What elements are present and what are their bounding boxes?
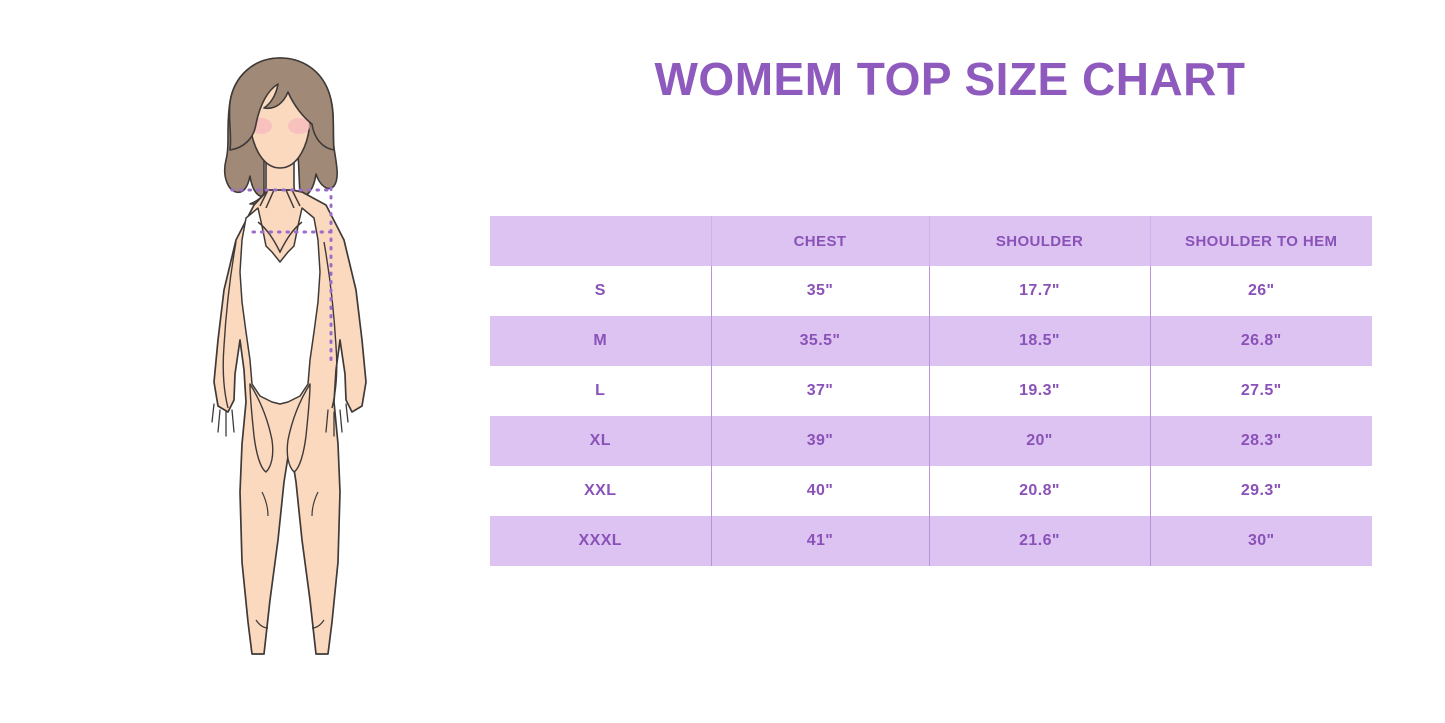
- shoulder-to-hem-cell: 29.3": [1149, 466, 1372, 516]
- size-cell: S: [490, 266, 711, 316]
- shoulder-cell: 19.3": [928, 366, 1150, 416]
- column-header-shoulder: SHOULDER: [928, 216, 1150, 266]
- hand-left: [211, 403, 235, 437]
- shoulder-cell: 18.5": [928, 316, 1150, 366]
- chest-cell: 40": [710, 466, 929, 516]
- table-row: XL 39" 20" 28.3": [490, 416, 1372, 466]
- shoulder-to-hem-cell: 26.8": [1149, 316, 1372, 366]
- size-cell: XL: [490, 416, 711, 466]
- hair-front: [228, 57, 335, 151]
- table-body: S 35" 17.7" 26" M 35.5" 18.5" 26.8" L 37" 19.3" 27.…: [490, 266, 1372, 566]
- page-title: WOMEM TOP SIZE CHART: [654, 53, 1246, 105]
- size-chart-table-container: CHEST SHOULDER SHOULDER TO HEM S 35" 17.7"…: [490, 216, 1372, 568]
- size-cell: M: [490, 316, 711, 366]
- arm-left-contour: [222, 241, 237, 409]
- table-row: M 35.5" 18.5" 26.8": [490, 316, 1372, 366]
- chest-cell: 37": [710, 366, 929, 416]
- blush-right: [288, 118, 310, 134]
- shoulder-to-hem-cell: 28.3": [1149, 416, 1372, 466]
- shoulder-cell: 20": [928, 416, 1150, 466]
- shoulder-to-hem-cell: 27.5": [1149, 366, 1372, 416]
- size-cell: L: [490, 366, 711, 416]
- table-header-row: CHEST SHOULDER SHOULDER TO HEM: [490, 216, 1372, 266]
- hand-right: [325, 403, 349, 437]
- chest-cell: 35.5": [710, 316, 929, 366]
- chest-cell: 39": [710, 416, 929, 466]
- table-row: S 35" 17.7" 26": [490, 266, 1372, 316]
- column-header-chest: CHEST: [710, 216, 929, 266]
- shoulder-cell: 21.6": [928, 516, 1150, 566]
- size-cell: XXL: [490, 466, 711, 516]
- knee-left: [261, 491, 269, 517]
- shoulder-cell: 20.8": [928, 466, 1150, 516]
- arm-right-contour: [323, 241, 338, 409]
- table-row: L 37" 19.3" 27.5": [490, 366, 1372, 416]
- female-body-figure: [211, 57, 367, 655]
- column-header-size: [490, 216, 711, 266]
- table-header: CHEST SHOULDER SHOULDER TO HEM: [490, 216, 1372, 266]
- shoulder-to-hem-cell: 30": [1149, 516, 1372, 566]
- ankle-left: [255, 619, 269, 629]
- size-chart-table: CHEST SHOULDER SHOULDER TO HEM S 35" 17.7"…: [490, 216, 1372, 566]
- column-header-shoulder-to-hem: SHOULDER TO HEM: [1149, 216, 1372, 266]
- table-row: XXL 40" 20.8" 29.3": [490, 466, 1372, 516]
- size-cell: XXXL: [490, 516, 711, 566]
- chest-cell: 35": [710, 266, 929, 316]
- shoulder-cell: 17.7": [928, 266, 1150, 316]
- table-row: XXXL 41" 21.6" 30": [490, 516, 1372, 566]
- shoulder-to-hem-cell: 26": [1149, 266, 1372, 316]
- garment-bodysuit: [239, 189, 321, 473]
- knee-right: [311, 491, 319, 517]
- chest-cell: 41": [710, 516, 929, 566]
- ankle-right: [311, 619, 325, 629]
- figure-illustration-panel: SHOULDER CHEST SHOULDER TO HEM: [0, 0, 470, 723]
